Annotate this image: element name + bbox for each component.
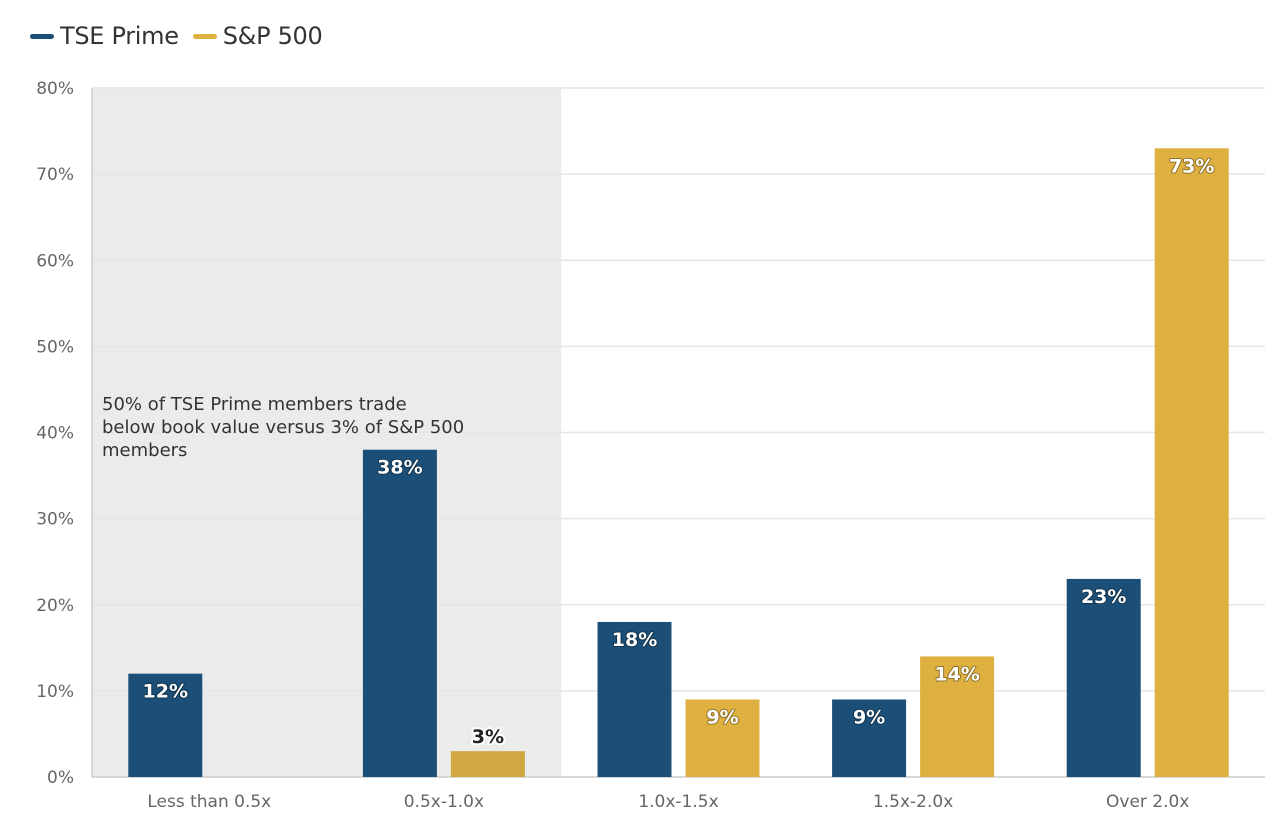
y-tick-label-80: 80% [36,79,74,99]
x-axis-labels: Less than 0.5x 0.5x-1.0x 1.0x-1.5x 1.5x-2.0… [147,792,1189,812]
y-tick-label-70: 70% [36,165,74,185]
annotation-line-3: members [102,440,187,461]
x-tick-label-1-0x-1-5x: 1.0x-1.5x [638,792,718,812]
y-tick-label-10: 10% [36,682,74,702]
bar-tse-prime-over-2-0x[interactable] [1066,578,1141,777]
data-label-tse-prime-1-5x-2-0x: 9% [853,706,885,728]
legend-swatch-tse-prime [30,33,54,39]
data-label-tse-prime-less-than-0-5x: 12% [143,681,188,703]
data-label-tse-prime-1-0x-1-5x: 18% [612,629,657,651]
chart-annotation: 50% of TSE Prime members trade below boo… [102,394,464,461]
bar-s-p-500-1-0x-1-5x[interactable] [685,699,760,777]
y-tick-label-0: 0% [47,768,74,788]
bar-tse-prime-less-than-0-5x[interactable] [128,673,203,777]
data-label-s-p-500-1-5x-2-0x: 14% [934,663,979,685]
x-tick-label-1-5x-2-0x: 1.5x-2.0x [873,792,953,812]
annotation-line-2: below book value versus 3% of S&P 500 [102,417,464,438]
bar-s-p-500-1-5x-2-0x[interactable] [920,656,995,777]
chart-legend: TSE Prime S&P 500 [30,22,323,50]
legend-item-tse-prime[interactable]: TSE Prime [30,22,179,50]
data-label-s-p-500-over-2-0x: 73% [1169,155,1214,177]
annotation-line-1: 50% of TSE Prime members trade [102,394,407,415]
legend-item-sp500[interactable]: S&P 500 [192,22,323,50]
y-axis-labels: 0% 10% 20% 30% 40% 50% 60% 70% 80% [36,79,74,788]
y-tick-label-50: 50% [36,337,74,357]
bar-tse-prime-1-0x-1-5x[interactable] [597,621,672,777]
legend-swatch-sp500 [192,33,217,39]
bar-tse-prime-0-5x-1-0x[interactable] [362,449,437,777]
data-label-layer: 12% 38% 3% 18% 9% 9% 14% 23% 73% [142,154,1216,750]
bar-s-p-500-over-2-0x[interactable] [1154,148,1229,778]
y-tick-label-30: 30% [36,510,74,530]
y-tick-label-60: 60% [36,251,74,271]
data-label-tse-prime-0-5x-1-0x: 38% [377,457,422,479]
data-label-s-p-500-1-0x-1-5x: 9% [706,706,738,728]
y-tick-label-20: 20% [36,596,74,616]
x-tick-label-less-than-0-5x: Less than 0.5x [147,792,271,812]
legend-label-tse-prime: TSE Prime [60,22,179,50]
x-tick-label-0-5x-1-0x: 0.5x-1.0x [404,792,484,812]
data-label-s-p-500-0-5x-1-0x: 3% [472,726,504,748]
bar-tse-prime-1-5x-2-0x[interactable] [832,699,907,777]
bar-layer [128,148,1229,778]
bar-s-p-500-0-5x-1-0x[interactable] [450,751,525,777]
data-label-tse-prime-over-2-0x: 23% [1081,586,1126,608]
x-tick-label-over-2-0x: Over 2.0x [1106,792,1189,812]
legend-label-sp500: S&P 500 [222,22,323,50]
y-tick-label-40: 40% [36,424,74,444]
